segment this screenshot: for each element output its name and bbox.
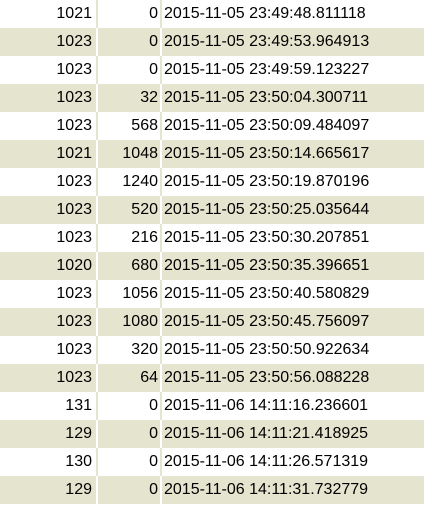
- table-row: 1023 568 2015-11-05 23:50:09.484097: [0, 112, 424, 140]
- timestamp-cell: 2015-11-05 23:50:56.088228: [164, 368, 370, 386]
- id-cell: 1023: [0, 224, 98, 252]
- timestamp-cell: 2015-11-05 23:49:59.123227: [164, 60, 370, 78]
- timestamp-cell: 2015-11-05 23:50:30.207851: [164, 228, 370, 246]
- timestamp-cell: 2015-11-05 23:49:53.964913: [164, 32, 370, 50]
- id-cell: 1023: [0, 56, 98, 84]
- table-row: 1023 0 2015-11-05 23:49:59.123227: [0, 56, 424, 84]
- id-cell: 1023: [0, 308, 98, 336]
- timestamp-cell: 2015-11-05 23:50:19.870196: [164, 172, 370, 190]
- timestamp-cell: 2015-11-05 23:50:09.484097: [164, 116, 370, 134]
- value-cell: 680: [98, 252, 162, 280]
- id-cell: 129: [0, 420, 98, 448]
- table-row: 1023 32 2015-11-05 23:50:04.300711: [0, 84, 424, 112]
- table-row: 131 0 2015-11-06 14:11:16.236601: [0, 392, 424, 420]
- id-cell: 130: [0, 448, 98, 476]
- id-cell: 1023: [0, 196, 98, 224]
- id-cell: 1023: [0, 28, 98, 56]
- timestamp-cell: 2015-11-06 14:11:31.732779: [164, 480, 369, 498]
- table-row: 1021 0 2015-11-05 23:49:48.811118: [0, 0, 424, 28]
- value-cell: 0: [98, 56, 162, 84]
- id-cell: 1021: [0, 0, 98, 28]
- id-cell: 1021: [0, 140, 98, 168]
- table-row: 1023 1080 2015-11-05 23:50:45.756097: [0, 308, 424, 336]
- id-cell: 1023: [0, 280, 98, 308]
- value-cell: 0: [98, 28, 162, 56]
- value-cell: 0: [98, 0, 162, 28]
- timestamp-cell: 2015-11-05 23:50:45.756097: [164, 312, 370, 330]
- value-cell: 1056: [98, 280, 162, 308]
- table-row: 1023 1056 2015-11-05 23:50:40.580829: [0, 280, 424, 308]
- table-row: 1023 216 2015-11-05 23:50:30.207851: [0, 224, 424, 252]
- timestamp-cell: 2015-11-05 23:50:25.035644: [164, 200, 370, 218]
- timestamp-cell: 2015-11-06 14:11:16.236601: [164, 396, 369, 414]
- timestamp-cell: 2015-11-05 23:50:40.580829: [164, 284, 370, 302]
- value-cell: 0: [98, 448, 162, 476]
- value-cell: 1080: [98, 308, 162, 336]
- value-cell: 0: [98, 476, 162, 504]
- timestamp-cell: 2015-11-05 23:50:35.396651: [164, 256, 370, 274]
- table-row: 1020 680 2015-11-05 23:50:35.396651: [0, 252, 424, 280]
- id-cell: 1020: [0, 252, 98, 280]
- table-row: 130 0 2015-11-06 14:11:26.571319: [0, 448, 424, 476]
- value-cell: 520: [98, 196, 162, 224]
- id-cell: 1023: [0, 84, 98, 112]
- timestamp-cell: 2015-11-06 14:11:26.571319: [164, 452, 369, 470]
- id-cell: 131: [0, 392, 98, 420]
- timestamp-cell: 2015-11-06 14:11:21.418925: [164, 424, 369, 442]
- value-cell: 32: [98, 84, 162, 112]
- timestamp-cell: 2015-11-05 23:50:14.665617: [164, 144, 370, 162]
- table-row: 1023 520 2015-11-05 23:50:25.035644: [0, 196, 424, 224]
- table-row: 1023 320 2015-11-05 23:50:50.922634: [0, 336, 424, 364]
- id-cell: 1023: [0, 364, 98, 392]
- table-row: 129 0 2015-11-06 14:11:21.418925: [0, 420, 424, 448]
- id-cell: 1023: [0, 168, 98, 196]
- table-row: 1023 64 2015-11-05 23:50:56.088228: [0, 364, 424, 392]
- timestamp-cell: 2015-11-05 23:49:48.811118: [164, 4, 366, 22]
- table-row: 1021 1048 2015-11-05 23:50:14.665617: [0, 140, 424, 168]
- timestamp-cell: 2015-11-05 23:50:50.922634: [164, 340, 370, 358]
- value-cell: 320: [98, 336, 162, 364]
- value-cell: 0: [98, 392, 162, 420]
- timestamp-cell: 2015-11-05 23:50:04.300711: [164, 88, 369, 106]
- value-cell: 1048: [98, 140, 162, 168]
- table-row: 1023 1240 2015-11-05 23:50:19.870196: [0, 168, 424, 196]
- value-cell: 0: [98, 420, 162, 448]
- table-row: 1023 0 2015-11-05 23:49:53.964913: [0, 28, 424, 56]
- value-cell: 216: [98, 224, 162, 252]
- table-row: 129 0 2015-11-06 14:11:31.732779: [0, 476, 424, 504]
- value-cell: 64: [98, 364, 162, 392]
- value-cell: 568: [98, 112, 162, 140]
- id-cell: 129: [0, 476, 98, 504]
- id-cell: 1023: [0, 112, 98, 140]
- value-cell: 1240: [98, 168, 162, 196]
- id-cell: 1023: [0, 336, 98, 364]
